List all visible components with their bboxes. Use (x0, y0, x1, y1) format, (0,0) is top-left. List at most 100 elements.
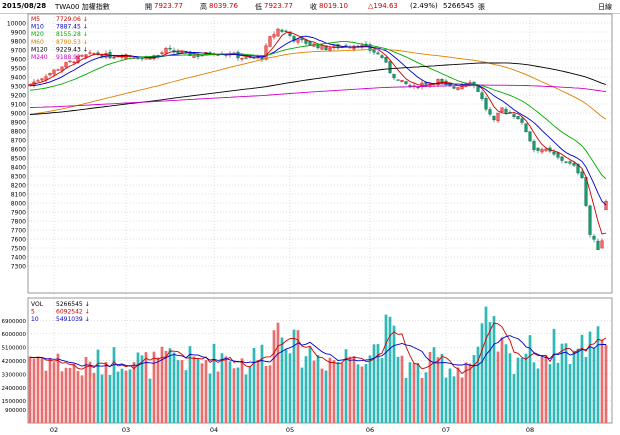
candlestick[interactable] (452, 85, 456, 90)
candlestick[interactable] (236, 50, 240, 61)
volume-bar[interactable] (244, 374, 248, 423)
volume-bar[interactable] (428, 351, 432, 423)
volume-bar[interactable] (448, 368, 452, 423)
candlestick[interactable] (396, 79, 400, 81)
volume-bar[interactable] (492, 316, 496, 423)
volume-bar[interactable] (476, 346, 480, 423)
volume-bar[interactable] (352, 355, 356, 423)
candlestick[interactable] (296, 38, 300, 45)
volume-bar[interactable] (368, 355, 372, 423)
candlestick[interactable] (404, 80, 408, 86)
candlestick[interactable] (568, 159, 572, 166)
volume-bar[interactable] (332, 360, 336, 423)
volume-bar[interactable] (388, 316, 392, 423)
candlestick[interactable] (580, 169, 584, 180)
volume-bar[interactable] (600, 339, 604, 423)
volume-bar[interactable] (312, 360, 316, 423)
volume-bar[interactable] (132, 362, 136, 423)
volume-bar[interactable] (520, 357, 524, 423)
candlestick[interactable] (160, 50, 164, 56)
volume-bar[interactable] (540, 356, 544, 423)
volume-bar[interactable] (240, 358, 244, 423)
volume-bar[interactable] (56, 353, 60, 423)
volume-bar[interactable] (164, 350, 168, 423)
period-label[interactable]: 日線 (598, 3, 612, 11)
volume-bar[interactable] (444, 377, 448, 423)
volume-bar[interactable] (320, 368, 324, 423)
volume-bar[interactable] (580, 334, 584, 423)
volume-bar[interactable] (148, 378, 152, 423)
volume-bar[interactable] (204, 359, 208, 423)
volume-bar[interactable] (472, 354, 476, 423)
volume-bar[interactable] (560, 343, 564, 423)
volume-bar[interactable] (412, 363, 416, 423)
volume-bar[interactable] (308, 346, 312, 423)
volume-bar[interactable] (516, 357, 520, 423)
volume-bar[interactable] (360, 366, 364, 423)
volume-bar[interactable] (104, 361, 108, 423)
candlestick[interactable] (528, 131, 532, 142)
volume-bar[interactable] (28, 356, 32, 423)
volume-bar[interactable] (120, 368, 124, 423)
candlestick[interactable] (536, 147, 540, 154)
volume-bar[interactable] (416, 362, 420, 423)
volume-bar[interactable] (228, 361, 232, 423)
volume-bar[interactable] (160, 346, 164, 423)
volume-bar[interactable] (268, 365, 272, 423)
volume-bar[interactable] (180, 360, 184, 423)
volume-bar[interactable] (556, 362, 560, 423)
candlestick[interactable] (560, 155, 564, 164)
volume-bars[interactable] (28, 306, 608, 423)
volume-bar[interactable] (380, 358, 384, 423)
volume-bar[interactable] (280, 337, 284, 423)
candlestick[interactable] (552, 149, 556, 157)
candlestick[interactable] (280, 28, 284, 34)
volume-bar[interactable] (116, 371, 120, 423)
volume-bar[interactable] (112, 347, 116, 423)
volume-bar[interactable] (136, 352, 140, 423)
volume-bar[interactable] (272, 330, 276, 423)
candlestick[interactable] (392, 73, 396, 81)
volume-bar[interactable] (168, 348, 172, 423)
volume-bar[interactable] (576, 348, 580, 423)
volume-bar[interactable] (96, 349, 100, 423)
volume-bar[interactable] (372, 344, 376, 423)
volume-bar[interactable] (200, 363, 204, 423)
volume-bar[interactable] (232, 368, 236, 423)
volume-bar[interactable] (264, 365, 268, 423)
volume-bar[interactable] (292, 329, 296, 423)
candlestick[interactable] (556, 152, 560, 160)
volume-bar[interactable] (572, 350, 576, 423)
volume-bar[interactable] (224, 356, 228, 423)
volume-bar[interactable] (544, 355, 548, 423)
candlestick[interactable] (292, 34, 296, 44)
volume-bar[interactable] (488, 322, 492, 423)
candlesticks[interactable] (28, 27, 608, 250)
candlestick[interactable] (496, 112, 500, 124)
volume-bar[interactable] (256, 359, 260, 423)
candlestick[interactable] (84, 53, 88, 60)
candlestick[interactable] (540, 147, 544, 155)
candlestick[interactable] (492, 115, 496, 122)
volume-bar[interactable] (500, 337, 504, 423)
candlestick[interactable] (408, 83, 412, 89)
candlestick[interactable] (172, 47, 176, 54)
candlestick[interactable] (80, 54, 84, 58)
volume-bar[interactable] (456, 367, 460, 423)
volume-bar[interactable] (396, 356, 400, 423)
candlestick[interactable] (500, 107, 504, 113)
volume-bar[interactable] (436, 357, 440, 423)
candlestick[interactable] (368, 42, 372, 54)
volume-bar[interactable] (44, 370, 48, 423)
volume-bar[interactable] (92, 372, 96, 423)
candlestick[interactable] (276, 27, 280, 37)
volume-bar[interactable] (508, 353, 512, 423)
volume-bar[interactable] (480, 323, 484, 423)
volume-bar[interactable] (84, 356, 88, 423)
volume-bar[interactable] (524, 353, 528, 423)
candlestick[interactable] (264, 43, 268, 61)
volume-bar[interactable] (588, 331, 592, 423)
candlestick[interactable] (36, 78, 40, 82)
volume-bar[interactable] (248, 366, 252, 423)
volume-bar[interactable] (496, 351, 500, 423)
